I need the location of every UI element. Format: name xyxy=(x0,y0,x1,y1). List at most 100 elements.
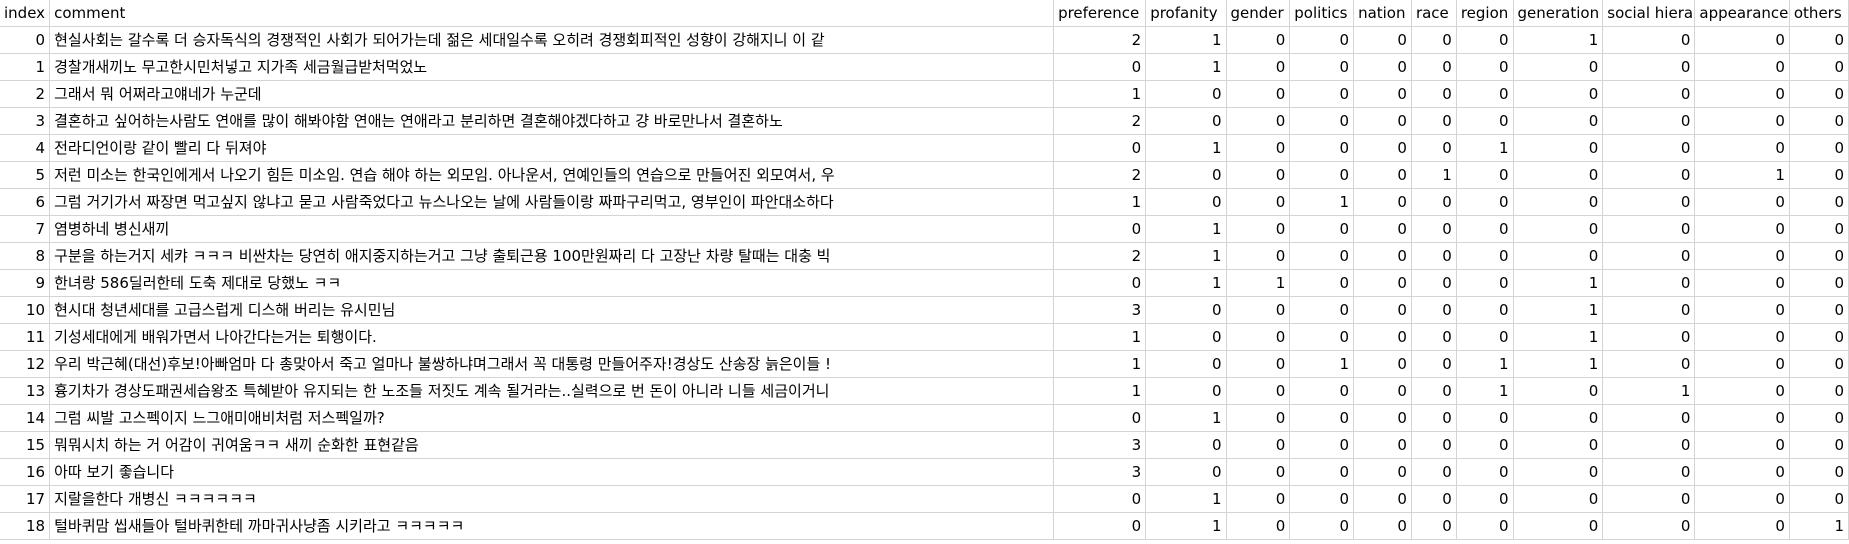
value-cell[interactable]: 1 xyxy=(1289,188,1355,216)
value-cell[interactable]: 0 xyxy=(1456,80,1514,108)
value-cell[interactable]: 0 xyxy=(1289,107,1355,135)
row-index-cell[interactable]: 8 xyxy=(0,242,51,270)
value-cell[interactable]: 0 xyxy=(1694,134,1790,162)
value-cell[interactable]: 1 xyxy=(1513,296,1604,324)
value-cell[interactable]: 0 xyxy=(1289,323,1355,351)
value-cell[interactable]: 0 xyxy=(1602,512,1696,540)
value-cell[interactable]: 0 xyxy=(1411,431,1457,459)
value-cell[interactable]: 0 xyxy=(1226,134,1291,162)
value-cell[interactable]: 0 xyxy=(1456,269,1514,297)
comment-cell[interactable]: 지랄을한다 개병신 ㅋㅋㅋㅋㅋㅋ xyxy=(49,485,1055,513)
value-cell[interactable]: 0 xyxy=(1053,269,1147,297)
value-cell[interactable]: 1 xyxy=(1053,188,1147,216)
value-cell[interactable]: 0 xyxy=(1694,80,1790,108)
value-cell[interactable]: 0 xyxy=(1789,188,1849,216)
value-cell[interactable]: 0 xyxy=(1226,350,1291,378)
value-cell[interactable]: 0 xyxy=(1789,377,1849,405)
value-cell[interactable]: 0 xyxy=(1456,26,1514,54)
value-cell[interactable]: 0 xyxy=(1694,215,1790,243)
value-cell[interactable]: 0 xyxy=(1353,26,1412,54)
comment-cell[interactable]: 기성세대에게 배워가면서 나아간다는거는 퇴행이다. xyxy=(49,323,1055,351)
value-cell[interactable]: 0 xyxy=(1226,458,1291,486)
value-cell[interactable]: 0 xyxy=(1694,26,1790,54)
value-cell[interactable]: 0 xyxy=(1226,161,1291,189)
value-cell[interactable]: 0 xyxy=(1053,215,1147,243)
value-cell[interactable]: 1 xyxy=(1053,377,1147,405)
value-cell[interactable]: 0 xyxy=(1226,53,1291,81)
column-header[interactable]: generation xyxy=(1513,0,1604,27)
value-cell[interactable]: 0 xyxy=(1145,377,1227,405)
value-cell[interactable]: 0 xyxy=(1411,80,1457,108)
value-cell[interactable]: 0 xyxy=(1694,485,1790,513)
value-cell[interactable]: 0 xyxy=(1694,269,1790,297)
value-cell[interactable]: 0 xyxy=(1456,458,1514,486)
value-cell[interactable]: 0 xyxy=(1694,377,1790,405)
value-cell[interactable]: 0 xyxy=(1602,53,1696,81)
value-cell[interactable]: 0 xyxy=(1602,431,1696,459)
value-cell[interactable]: 0 xyxy=(1411,512,1457,540)
value-cell[interactable]: 0 xyxy=(1226,242,1291,270)
value-cell[interactable]: 0 xyxy=(1145,458,1227,486)
value-cell[interactable]: 0 xyxy=(1602,269,1696,297)
value-cell[interactable]: 0 xyxy=(1602,26,1696,54)
value-cell[interactable]: 0 xyxy=(1145,188,1227,216)
value-cell[interactable]: 0 xyxy=(1353,215,1412,243)
value-cell[interactable]: 0 xyxy=(1789,26,1849,54)
value-cell[interactable]: 0 xyxy=(1145,296,1227,324)
value-cell[interactable]: 0 xyxy=(1353,323,1412,351)
value-cell[interactable]: 2 xyxy=(1053,26,1147,54)
value-cell[interactable]: 0 xyxy=(1789,80,1849,108)
value-cell[interactable]: 0 xyxy=(1456,242,1514,270)
value-cell[interactable]: 0 xyxy=(1789,107,1849,135)
row-index-cell[interactable]: 10 xyxy=(0,296,51,324)
value-cell[interactable]: 0 xyxy=(1513,512,1604,540)
value-cell[interactable]: 0 xyxy=(1145,323,1227,351)
value-cell[interactable]: 0 xyxy=(1456,107,1514,135)
value-cell[interactable]: 0 xyxy=(1411,296,1457,324)
comment-cell[interactable]: 염병하네 병신새끼 xyxy=(49,215,1055,243)
value-cell[interactable]: 0 xyxy=(1789,296,1849,324)
value-cell[interactable]: 0 xyxy=(1411,215,1457,243)
column-header[interactable]: appearance xyxy=(1694,0,1790,27)
row-index-cell[interactable]: 11 xyxy=(0,323,51,351)
value-cell[interactable]: 0 xyxy=(1694,323,1790,351)
value-cell[interactable]: 0 xyxy=(1226,215,1291,243)
value-cell[interactable]: 0 xyxy=(1145,80,1227,108)
value-cell[interactable]: 3 xyxy=(1053,296,1147,324)
row-index-cell[interactable]: 4 xyxy=(0,134,51,162)
value-cell[interactable]: 3 xyxy=(1053,458,1147,486)
value-cell[interactable]: 0 xyxy=(1789,485,1849,513)
row-index-cell[interactable]: 16 xyxy=(0,458,51,486)
value-cell[interactable]: 0 xyxy=(1353,107,1412,135)
value-cell[interactable]: 3 xyxy=(1053,431,1147,459)
value-cell[interactable]: 0 xyxy=(1789,53,1849,81)
value-cell[interactable]: 1 xyxy=(1289,350,1355,378)
value-cell[interactable]: 0 xyxy=(1289,269,1355,297)
value-cell[interactable]: 0 xyxy=(1353,431,1412,459)
value-cell[interactable]: 1 xyxy=(1145,26,1227,54)
value-cell[interactable]: 0 xyxy=(1694,53,1790,81)
value-cell[interactable]: 0 xyxy=(1456,215,1514,243)
value-cell[interactable]: 0 xyxy=(1353,161,1412,189)
value-cell[interactable]: 0 xyxy=(1226,404,1291,432)
value-cell[interactable]: 1 xyxy=(1145,404,1227,432)
value-cell[interactable]: 0 xyxy=(1789,134,1849,162)
comment-cell[interactable]: 털바퀴맘 씹새들아 털바퀴한테 까마귀사냥좀 시키라고 ㅋㅋㅋㅋㅋ xyxy=(49,512,1055,540)
value-cell[interactable]: 0 xyxy=(1289,134,1355,162)
value-cell[interactable]: 0 xyxy=(1513,377,1604,405)
comment-cell[interactable]: 저런 미소는 한국인에게서 나오기 힘든 미소임. 연습 해야 하는 외모임. … xyxy=(49,161,1055,189)
value-cell[interactable]: 1 xyxy=(1145,512,1227,540)
value-cell[interactable]: 0 xyxy=(1353,350,1412,378)
value-cell[interactable]: 0 xyxy=(1456,188,1514,216)
row-index-cell[interactable]: 5 xyxy=(0,161,51,189)
value-cell[interactable]: 2 xyxy=(1053,107,1147,135)
row-index-cell[interactable]: 3 xyxy=(0,107,51,135)
value-cell[interactable]: 0 xyxy=(1411,404,1457,432)
value-cell[interactable]: 0 xyxy=(1513,188,1604,216)
value-cell[interactable]: 0 xyxy=(1694,404,1790,432)
comment-cell[interactable]: 우리 박근혜(대선)후보!아빠엄마 다 총맞아서 죽고 얼마나 불쌍하냐며그래서… xyxy=(49,350,1055,378)
value-cell[interactable]: 0 xyxy=(1411,188,1457,216)
value-cell[interactable]: 1 xyxy=(1145,53,1227,81)
column-header[interactable]: others xyxy=(1789,0,1849,27)
row-index-cell[interactable]: 18 xyxy=(0,512,51,540)
